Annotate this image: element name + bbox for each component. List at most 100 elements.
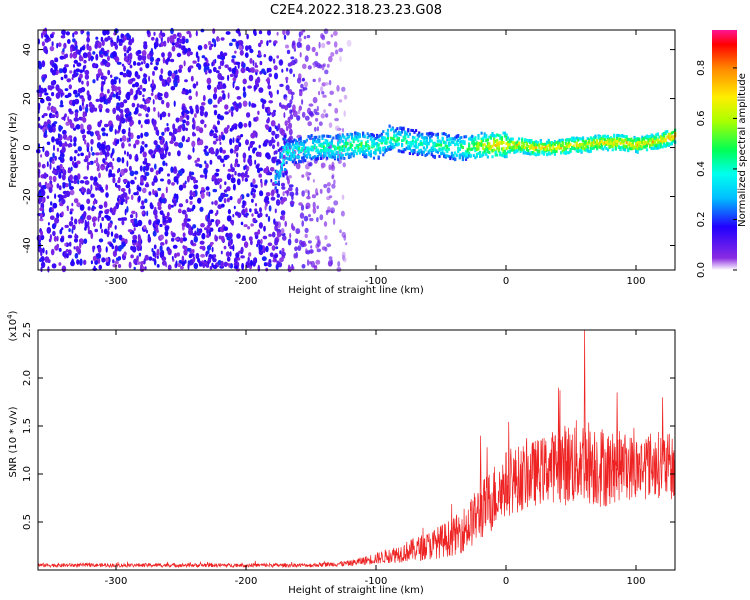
noise-cell	[157, 111, 160, 118]
noise-cell	[333, 30, 338, 36]
signal-cell	[494, 134, 497, 138]
signal-cell	[477, 151, 480, 155]
signal-cell	[564, 138, 567, 142]
signal-cell	[552, 147, 555, 151]
noise-cell	[86, 36, 90, 43]
noise-cell	[178, 64, 183, 70]
noise-cell	[42, 146, 45, 153]
signal-cell	[277, 182, 280, 186]
signal-cell	[408, 132, 411, 136]
noise-cell	[67, 234, 73, 239]
signal-cell	[482, 153, 485, 157]
noise-cell	[324, 235, 328, 240]
noise-cell	[119, 137, 123, 142]
signal-cell	[500, 147, 503, 151]
noise-cell	[101, 127, 106, 132]
signal-cell	[547, 144, 550, 148]
noise-cell	[193, 184, 199, 190]
noise-cell	[291, 94, 294, 101]
signal-cell	[661, 132, 664, 136]
signal-cell	[287, 149, 290, 153]
noise-cell	[115, 184, 121, 189]
noise-cell	[195, 252, 200, 260]
noise-cell	[82, 65, 85, 73]
noise-cell	[195, 30, 198, 37]
signal-cell	[365, 149, 368, 152]
signal-cell	[326, 149, 329, 153]
signal-cell	[313, 139, 316, 143]
noise-cell	[61, 198, 66, 205]
signal-cell	[575, 136, 578, 140]
noise-cell	[70, 138, 73, 143]
noise-cell	[160, 242, 165, 246]
signal-cell	[433, 155, 436, 158]
noise-cell	[63, 42, 67, 49]
noise-cell	[181, 109, 185, 117]
noise-cell	[258, 30, 263, 35]
signal-cell	[346, 136, 349, 140]
signal-cell	[482, 151, 485, 155]
noise-cell	[64, 143, 69, 147]
signal-cell	[522, 141, 525, 145]
signal-cell	[555, 147, 558, 151]
signal-cell	[298, 145, 301, 149]
noise-cell	[247, 226, 251, 230]
signal-cell	[374, 150, 377, 154]
signal-cell	[500, 136, 503, 140]
noise-cell	[165, 101, 170, 109]
noise-cell	[287, 116, 291, 124]
noise-cell	[233, 265, 239, 270]
noise-cell	[83, 158, 89, 163]
signal-cell	[479, 143, 482, 147]
noise-cell	[107, 225, 110, 231]
signal-cell	[589, 149, 592, 153]
signal-cell	[279, 169, 282, 173]
noise-cell	[194, 113, 197, 118]
noise-cell	[240, 255, 245, 259]
noise-cell	[204, 160, 207, 165]
noise-cell	[92, 221, 96, 228]
signal-cell	[571, 147, 574, 150]
noise-cell	[226, 124, 230, 129]
noise-cell	[195, 51, 199, 59]
signal-cell	[466, 155, 469, 159]
noise-cell	[70, 216, 74, 222]
signal-cell	[602, 134, 605, 138]
signal-cell	[413, 150, 416, 154]
noise-cell	[304, 227, 309, 233]
signal-cell	[483, 132, 486, 136]
noise-cell	[203, 167, 208, 175]
signal-cell	[619, 141, 622, 145]
signal-cell	[296, 147, 299, 151]
signal-cell	[502, 154, 505, 158]
signal-cell	[308, 135, 312, 139]
noise-cell	[220, 260, 224, 268]
noise-cell	[65, 137, 71, 141]
x-tick-label: -300	[105, 576, 128, 587]
signal-cell	[505, 135, 508, 139]
signal-cell	[454, 158, 457, 162]
noise-cell	[167, 36, 170, 44]
noise-cell	[153, 258, 157, 266]
noise-cell	[234, 125, 238, 130]
signal-cell	[421, 153, 424, 156]
signal-cell	[617, 134, 620, 138]
noise-cell	[258, 144, 261, 149]
signal-cell	[377, 143, 380, 147]
signal-cell	[507, 146, 510, 149]
noise-cell	[249, 57, 253, 64]
x-tick-label: 100	[626, 576, 645, 587]
signal-cell	[500, 139, 503, 143]
noise-cell	[244, 207, 248, 214]
noise-cell	[259, 212, 263, 218]
noise-cell	[176, 193, 179, 201]
noise-cell	[73, 180, 78, 184]
signal-cell	[647, 138, 650, 142]
signal-cell	[291, 154, 294, 158]
signal-cell	[394, 128, 397, 132]
noise-cell	[308, 111, 314, 116]
signal-cell	[312, 139, 315, 143]
noise-cell	[80, 87, 86, 93]
signal-cell	[324, 151, 327, 155]
noise-cell	[289, 68, 293, 74]
